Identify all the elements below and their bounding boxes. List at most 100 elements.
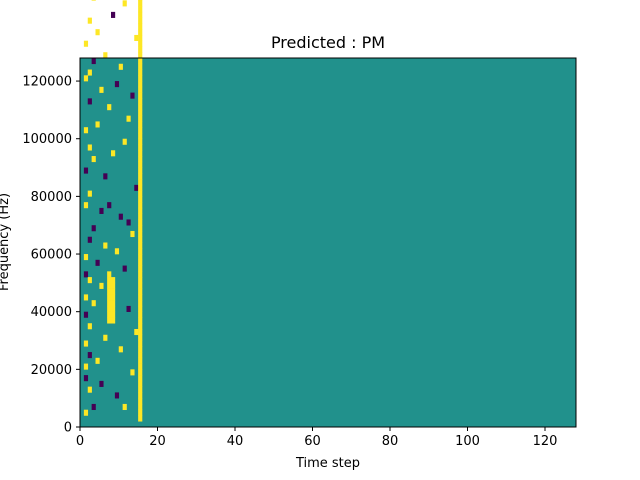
heatmap-cell xyxy=(138,403,143,411)
heatmap-cell xyxy=(83,127,89,134)
y-tick-label: 0 xyxy=(64,421,72,436)
heatmap-cell xyxy=(111,11,116,18)
heatmap-cell xyxy=(83,254,89,261)
heatmap-cell xyxy=(138,75,143,82)
heatmap-cell xyxy=(111,282,116,289)
heatmap-cell xyxy=(83,271,89,278)
heatmap-cell xyxy=(138,311,143,318)
heatmap-cell xyxy=(114,392,120,399)
heatmap-cell xyxy=(138,242,143,249)
heatmap-cell xyxy=(111,305,116,312)
heatmap-cell xyxy=(138,190,143,197)
heatmap-cell xyxy=(107,311,112,318)
heatmap-cell xyxy=(138,340,143,347)
heatmap-cell xyxy=(111,317,116,324)
heatmap-cell xyxy=(107,282,112,289)
heatmap-cell xyxy=(130,230,135,238)
heatmap-cell xyxy=(122,0,127,7)
plot-frame xyxy=(79,57,577,428)
heatmap-cell xyxy=(107,202,112,209)
heatmap-cell xyxy=(138,323,143,330)
heatmap-cell xyxy=(122,403,127,411)
heatmap-cell xyxy=(107,288,112,295)
heatmap-cell xyxy=(83,202,89,209)
heatmap-cell xyxy=(138,317,143,324)
heatmap-cell xyxy=(138,363,143,370)
heatmap-cell xyxy=(138,415,143,422)
heatmap-cell xyxy=(138,265,143,272)
heatmap-cell xyxy=(91,300,96,307)
heatmap-cell xyxy=(138,277,143,284)
heatmap-cell xyxy=(138,6,143,13)
heatmap-cell xyxy=(83,167,89,174)
heatmap-cell xyxy=(138,127,143,134)
heatmap-cell xyxy=(107,104,112,111)
heatmap-cell xyxy=(138,161,143,168)
heatmap-cell xyxy=(114,81,120,88)
y-tick-label: 80000 xyxy=(31,190,72,205)
plot-area xyxy=(79,0,577,428)
heatmap-cell xyxy=(138,334,143,341)
heatmap-cell xyxy=(95,357,100,364)
heatmap-cell xyxy=(83,409,89,416)
heatmap-cell xyxy=(107,277,112,284)
heatmap-cell xyxy=(138,254,143,261)
heatmap-cell xyxy=(95,29,100,36)
heatmap-cell xyxy=(138,63,143,70)
heatmap-cell xyxy=(138,0,143,7)
heatmap-cell xyxy=(83,311,89,318)
heatmap-cell xyxy=(122,138,127,145)
heatmap-cell xyxy=(95,259,100,266)
heatmap-cell xyxy=(138,40,143,47)
heatmap-cell xyxy=(99,207,104,214)
heatmap-cell xyxy=(111,300,116,307)
x-tick-label: 120 xyxy=(533,434,558,449)
heatmap-cell xyxy=(138,150,143,157)
heatmap-cell xyxy=(138,58,143,65)
heatmap-cell xyxy=(83,375,89,382)
heatmap-cell xyxy=(91,0,96,1)
heatmap-cell xyxy=(138,294,143,301)
heatmap-cell xyxy=(138,300,143,307)
heatmap-cell xyxy=(87,277,92,284)
heatmap-cell xyxy=(138,115,143,122)
y-tick-label: 40000 xyxy=(31,305,72,320)
x-tick-label: 0 xyxy=(76,434,84,449)
heatmap-cell xyxy=(87,323,92,330)
heatmap-cell xyxy=(138,219,143,226)
heatmap-cell xyxy=(138,121,143,128)
heatmap-cell xyxy=(107,271,112,278)
heatmap-cell xyxy=(126,305,131,312)
heatmap-cell xyxy=(107,305,112,312)
heatmap-cell xyxy=(130,92,135,99)
x-tick-label: 60 xyxy=(304,434,321,449)
heatmap-cell xyxy=(138,17,143,24)
heatmap-cell xyxy=(138,352,143,359)
heatmap-cell xyxy=(114,248,120,255)
heatmap-cell xyxy=(138,179,143,186)
heatmap-cell xyxy=(99,282,104,289)
heatmap-cell xyxy=(118,346,123,353)
heatmap-cell xyxy=(95,121,100,128)
heatmap-cell xyxy=(83,40,89,47)
chart-title: Predicted : PM xyxy=(271,33,385,52)
heatmap-cell xyxy=(99,86,104,93)
heatmap-cell xyxy=(138,202,143,209)
heatmap-cell xyxy=(138,225,143,232)
heatmap-cell xyxy=(138,69,143,76)
heatmap-cell xyxy=(138,230,143,238)
x-tick-label: 100 xyxy=(455,434,480,449)
heatmap-cell xyxy=(138,23,143,30)
y-axis: 0 20000 40000 60000 80000 100000 120000 xyxy=(22,75,80,436)
heatmap-cell xyxy=(103,173,108,180)
heatmap-cell xyxy=(138,173,143,180)
y-tick-label: 100000 xyxy=(22,132,72,147)
heatmap-cell xyxy=(118,63,123,70)
y-tick-label: 60000 xyxy=(31,248,72,263)
heatmap-cell xyxy=(99,380,104,387)
heatmap-cell xyxy=(87,190,92,197)
heatmap-cell xyxy=(87,98,92,105)
heatmap-cell xyxy=(103,242,108,249)
heatmap-cell xyxy=(138,375,143,382)
heatmap-cell xyxy=(138,184,143,191)
